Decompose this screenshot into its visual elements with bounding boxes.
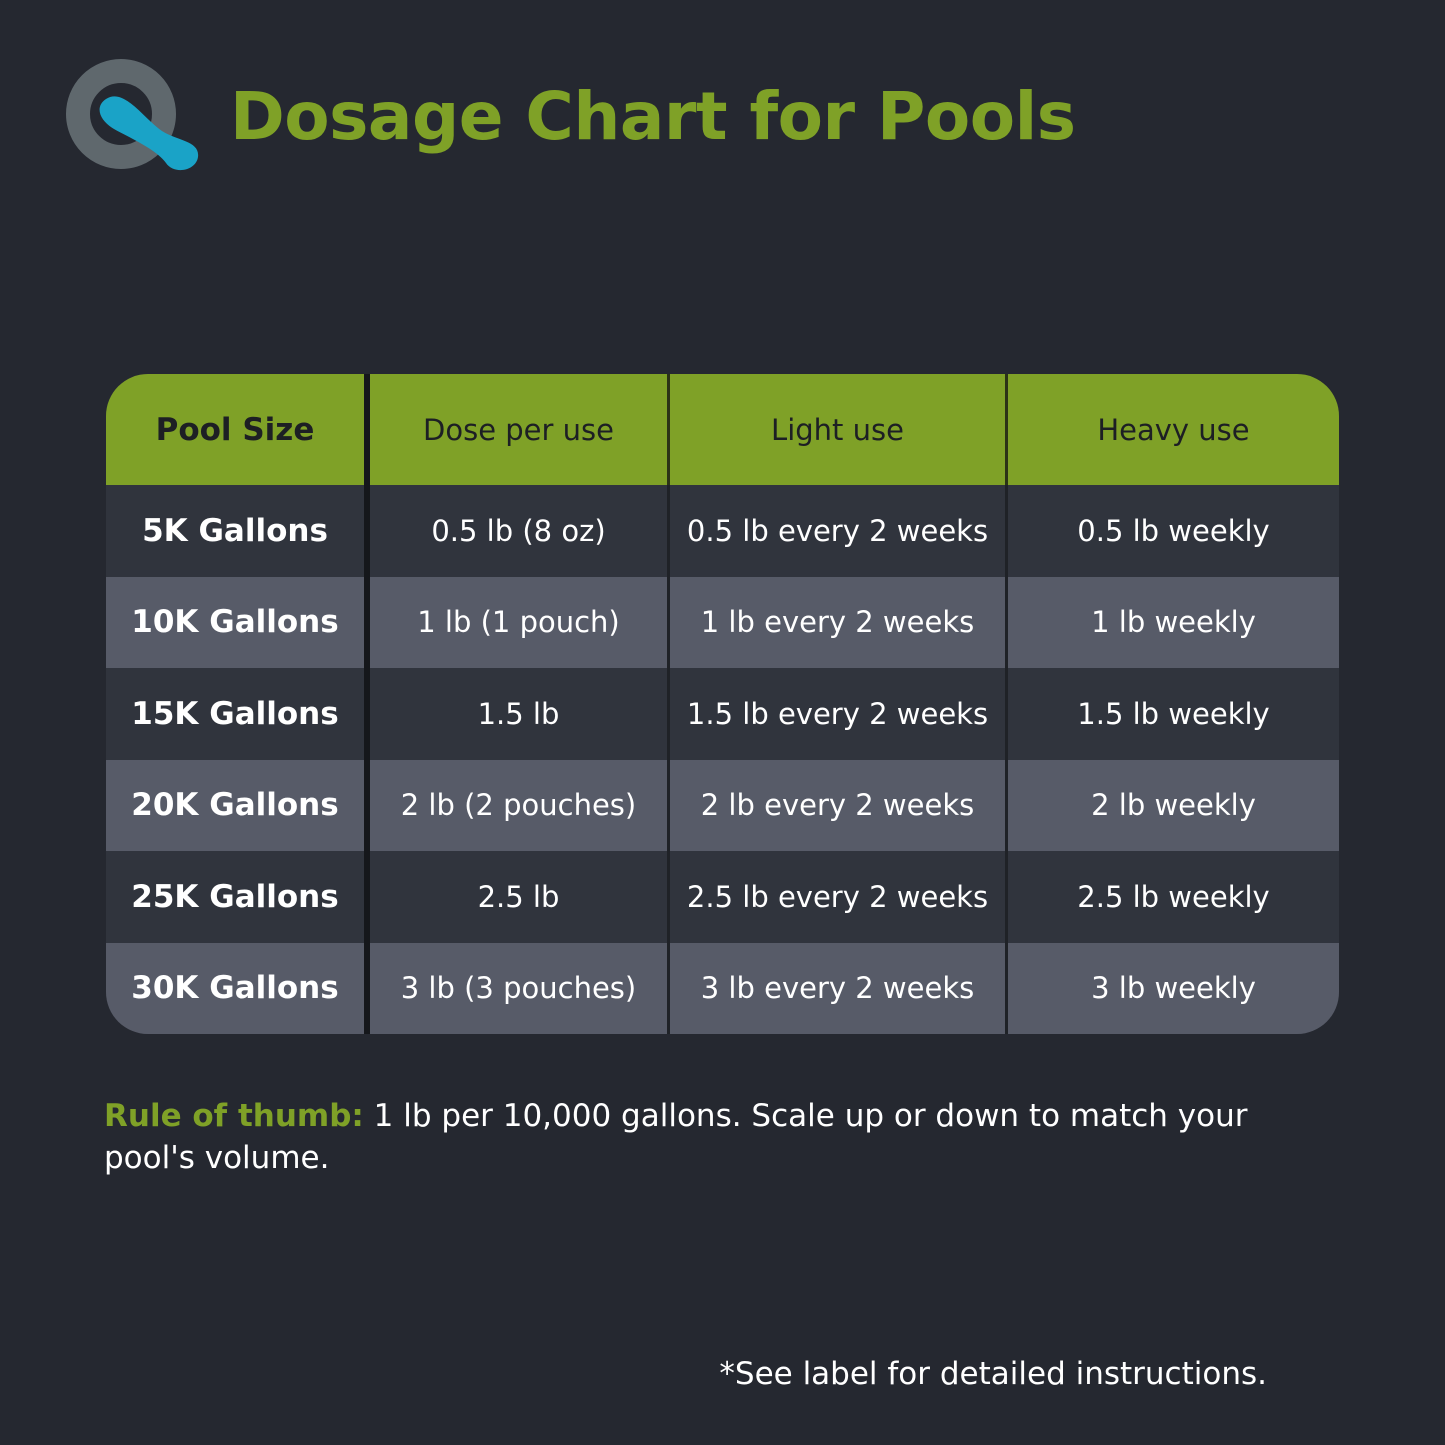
- column-divider: [1005, 759, 1008, 851]
- table-cell: 1.5 lb weekly: [1008, 668, 1339, 760]
- column-divider: [1005, 668, 1008, 760]
- table-cell: 1 lb (1 pouch): [370, 576, 667, 668]
- column-divider: [1005, 485, 1008, 577]
- table-header-cell: Dose per use: [370, 374, 667, 485]
- column-divider: [667, 374, 670, 485]
- column-divider: [667, 668, 670, 760]
- table-cell: 1 lb weekly: [1008, 576, 1339, 668]
- column-divider: [1005, 851, 1008, 943]
- column-divider: [364, 759, 370, 851]
- column-divider: [364, 851, 370, 943]
- table-cell: 1.5 lb every 2 weeks: [670, 668, 1005, 760]
- pool-size-cell: 30K Gallons: [106, 942, 364, 1034]
- pool-size-cell: 10K Gallons: [106, 576, 364, 668]
- page-title: Dosage Chart for Pools: [230, 77, 1076, 155]
- column-divider: [667, 851, 670, 943]
- table-cell: 3 lb every 2 weeks: [670, 942, 1005, 1034]
- column-divider: [667, 759, 670, 851]
- column-divider: [1005, 576, 1008, 668]
- table-cell: 2.5 lb: [370, 851, 667, 943]
- table-cell: 3 lb weekly: [1008, 942, 1339, 1034]
- column-divider: [667, 485, 670, 577]
- rule-of-thumb: Rule of thumb: 1 lb per 10,000 gallons. …: [104, 1095, 1304, 1179]
- column-divider: [667, 576, 670, 668]
- pool-size-cell: 15K Gallons: [106, 668, 364, 760]
- table-cell: 3 lb (3 pouches): [370, 942, 667, 1034]
- column-divider: [364, 374, 370, 485]
- pool-size-cell: 20K Gallons: [106, 759, 364, 851]
- table-header-cell: Pool Size: [106, 374, 364, 485]
- table-cell: 2.5 lb every 2 weeks: [670, 851, 1005, 943]
- table-cell: 2 lb (2 pouches): [370, 759, 667, 851]
- table-header-cell: Light use: [670, 374, 1005, 485]
- q-logo-icon: [66, 59, 199, 171]
- dosage-table-grid: Pool Size Dose per use Light use Heavy use 5…: [106, 374, 1339, 1034]
- table-cell: 2 lb weekly: [1008, 759, 1339, 851]
- table-cell: 2 lb every 2 weeks: [670, 759, 1005, 851]
- column-divider: [364, 485, 370, 577]
- table-cell: 2.5 lb weekly: [1008, 851, 1339, 943]
- pool-size-cell: 25K Gallons: [106, 851, 364, 943]
- footnote: *See label for detailed instructions.: [719, 1356, 1267, 1392]
- table-cell: 0.5 lb weekly: [1008, 485, 1339, 577]
- column-divider: [1005, 374, 1008, 485]
- column-divider: [667, 942, 670, 1034]
- column-divider: [1005, 942, 1008, 1034]
- table-cell: 1 lb every 2 weeks: [670, 576, 1005, 668]
- table-cell: 0.5 lb (8 oz): [370, 485, 667, 577]
- column-divider: [364, 942, 370, 1034]
- column-divider: [364, 668, 370, 760]
- table-header-cell: Heavy use: [1008, 374, 1339, 485]
- table-cell: 0.5 lb every 2 weeks: [670, 485, 1005, 577]
- pool-size-cell: 5K Gallons: [106, 485, 364, 577]
- table-cell: 1.5 lb: [370, 668, 667, 760]
- dosage-table: Pool Size Dose per use Light use Heavy use 5…: [106, 374, 1339, 1034]
- header: Dosage Chart for Pools: [66, 56, 1076, 176]
- rule-of-thumb-label: Rule of thumb:: [104, 1098, 364, 1134]
- rule-of-thumb-text: 1 lb per 10,000 gallons. Scale up or dow…: [104, 1098, 1248, 1176]
- column-divider: [364, 576, 370, 668]
